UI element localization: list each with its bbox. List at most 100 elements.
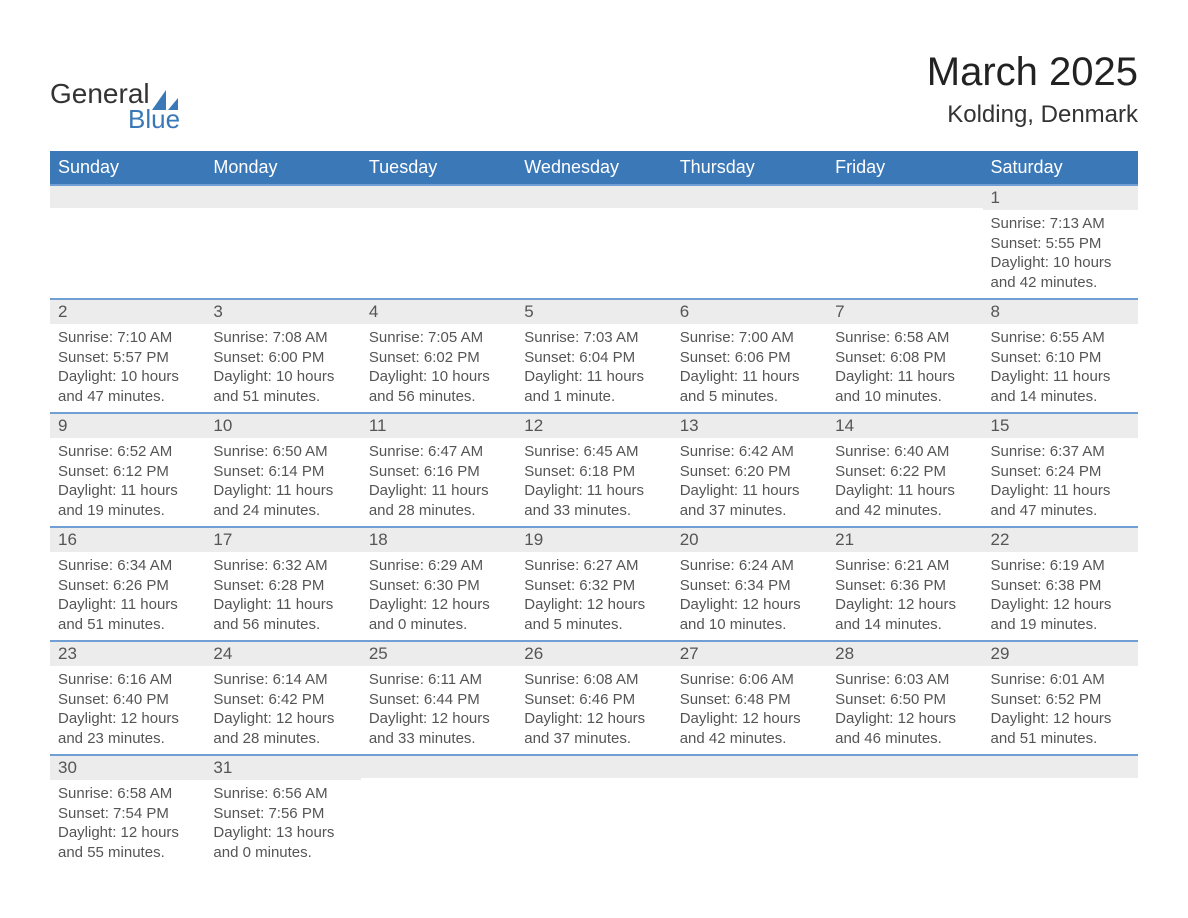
day-body: Sunrise: 6:11 AMSunset: 6:44 PMDaylight:…	[361, 666, 516, 754]
day-body: Sunrise: 6:14 AMSunset: 6:42 PMDaylight:…	[205, 666, 360, 754]
day-number-strip	[827, 184, 982, 208]
daylight-line: Daylight: 12 hours and 19 minutes.	[991, 595, 1130, 634]
day-body: Sunrise: 6:19 AMSunset: 6:38 PMDaylight:…	[983, 552, 1138, 640]
sunrise-line: Sunrise: 6:21 AM	[835, 556, 974, 576]
day-cell: 14Sunrise: 6:40 AMSunset: 6:22 PMDayligh…	[827, 412, 982, 526]
day-body: Sunrise: 6:03 AMSunset: 6:50 PMDaylight:…	[827, 666, 982, 754]
location-subtitle: Kolding, Denmark	[927, 101, 1138, 129]
day-cell: 22Sunrise: 6:19 AMSunset: 6:38 PMDayligh…	[983, 526, 1138, 640]
sunset-line: Sunset: 6:30 PM	[369, 576, 508, 596]
day-cell	[827, 754, 982, 868]
day-body: Sunrise: 6:24 AMSunset: 6:34 PMDaylight:…	[672, 552, 827, 640]
day-cell: 5Sunrise: 7:03 AMSunset: 6:04 PMDaylight…	[516, 298, 671, 412]
sunrise-line: Sunrise: 7:03 AM	[524, 328, 663, 348]
daylight-line: Daylight: 12 hours and 10 minutes.	[680, 595, 819, 634]
day-body: Sunrise: 6:29 AMSunset: 6:30 PMDaylight:…	[361, 552, 516, 640]
sunrise-line: Sunrise: 6:37 AM	[991, 442, 1130, 462]
daylight-line: Daylight: 12 hours and 46 minutes.	[835, 709, 974, 748]
day-body	[827, 778, 982, 856]
week-row: 23Sunrise: 6:16 AMSunset: 6:40 PMDayligh…	[50, 640, 1138, 754]
day-number: 17	[205, 526, 360, 552]
daylight-line: Daylight: 12 hours and 51 minutes.	[991, 709, 1130, 748]
sunrise-line: Sunrise: 6:50 AM	[213, 442, 352, 462]
sunset-line: Sunset: 6:24 PM	[991, 462, 1130, 482]
week-row: 1Sunrise: 7:13 AMSunset: 5:55 PMDaylight…	[50, 183, 1138, 298]
day-cell	[516, 754, 671, 868]
day-cell	[516, 183, 671, 298]
sunset-line: Sunset: 6:40 PM	[58, 690, 197, 710]
dow-tuesday: Tuesday	[361, 152, 516, 183]
day-body: Sunrise: 6:16 AMSunset: 6:40 PMDaylight:…	[50, 666, 205, 754]
sunset-line: Sunset: 6:06 PM	[680, 348, 819, 368]
title-block: March 2025 Kolding, Denmark	[927, 50, 1138, 129]
sunrise-line: Sunrise: 7:10 AM	[58, 328, 197, 348]
day-number: 31	[205, 754, 360, 780]
day-number: 11	[361, 412, 516, 438]
day-cell: 12Sunrise: 6:45 AMSunset: 6:18 PMDayligh…	[516, 412, 671, 526]
day-cell: 4Sunrise: 7:05 AMSunset: 6:02 PMDaylight…	[361, 298, 516, 412]
day-cell: 15Sunrise: 6:37 AMSunset: 6:24 PMDayligh…	[983, 412, 1138, 526]
sunrise-line: Sunrise: 6:52 AM	[58, 442, 197, 462]
day-number: 8	[983, 298, 1138, 324]
daylight-line: Daylight: 11 hours and 37 minutes.	[680, 481, 819, 520]
day-number-strip	[516, 754, 671, 778]
day-body: Sunrise: 6:34 AMSunset: 6:26 PMDaylight:…	[50, 552, 205, 640]
day-body: Sunrise: 6:27 AMSunset: 6:32 PMDaylight:…	[516, 552, 671, 640]
daylight-line: Daylight: 12 hours and 42 minutes.	[680, 709, 819, 748]
day-body: Sunrise: 6:08 AMSunset: 6:46 PMDaylight:…	[516, 666, 671, 754]
day-number-strip	[361, 754, 516, 778]
sunrise-line: Sunrise: 7:08 AM	[213, 328, 352, 348]
day-number: 12	[516, 412, 671, 438]
day-number-strip	[50, 184, 205, 208]
sunrise-line: Sunrise: 6:01 AM	[991, 670, 1130, 690]
sunrise-line: Sunrise: 6:47 AM	[369, 442, 508, 462]
sunset-line: Sunset: 6:16 PM	[369, 462, 508, 482]
daylight-line: Daylight: 11 hours and 5 minutes.	[680, 367, 819, 406]
daylight-line: Daylight: 11 hours and 33 minutes.	[524, 481, 663, 520]
sunset-line: Sunset: 6:20 PM	[680, 462, 819, 482]
day-number: 3	[205, 298, 360, 324]
day-cell: 19Sunrise: 6:27 AMSunset: 6:32 PMDayligh…	[516, 526, 671, 640]
day-cell	[983, 754, 1138, 868]
day-body: Sunrise: 6:50 AMSunset: 6:14 PMDaylight:…	[205, 438, 360, 526]
day-number: 14	[827, 412, 982, 438]
day-number: 23	[50, 640, 205, 666]
sunrise-line: Sunrise: 6:32 AM	[213, 556, 352, 576]
dow-sunday: Sunday	[50, 152, 205, 183]
day-number-strip	[672, 754, 827, 778]
daylight-line: Daylight: 12 hours and 5 minutes.	[524, 595, 663, 634]
sunset-line: Sunset: 6:28 PM	[213, 576, 352, 596]
sunset-line: Sunset: 6:52 PM	[991, 690, 1130, 710]
week-row: 16Sunrise: 6:34 AMSunset: 6:26 PMDayligh…	[50, 526, 1138, 640]
sunrise-line: Sunrise: 6:45 AM	[524, 442, 663, 462]
sunset-line: Sunset: 6:04 PM	[524, 348, 663, 368]
sunset-line: Sunset: 6:50 PM	[835, 690, 974, 710]
day-body: Sunrise: 6:01 AMSunset: 6:52 PMDaylight:…	[983, 666, 1138, 754]
day-cell: 25Sunrise: 6:11 AMSunset: 6:44 PMDayligh…	[361, 640, 516, 754]
sunrise-line: Sunrise: 6:40 AM	[835, 442, 974, 462]
day-number: 4	[361, 298, 516, 324]
day-cell: 18Sunrise: 6:29 AMSunset: 6:30 PMDayligh…	[361, 526, 516, 640]
day-number: 1	[983, 184, 1138, 210]
day-body: Sunrise: 6:40 AMSunset: 6:22 PMDaylight:…	[827, 438, 982, 526]
sunrise-line: Sunrise: 6:42 AM	[680, 442, 819, 462]
sunset-line: Sunset: 6:02 PM	[369, 348, 508, 368]
day-cell	[205, 183, 360, 298]
day-number: 26	[516, 640, 671, 666]
day-number-strip	[672, 184, 827, 208]
day-number: 30	[50, 754, 205, 780]
day-number: 22	[983, 526, 1138, 552]
sunset-line: Sunset: 6:42 PM	[213, 690, 352, 710]
day-body	[672, 208, 827, 286]
day-cell	[50, 183, 205, 298]
daylight-line: Daylight: 10 hours and 47 minutes.	[58, 367, 197, 406]
day-body	[827, 208, 982, 286]
day-cell	[672, 754, 827, 868]
day-number: 20	[672, 526, 827, 552]
day-body: Sunrise: 7:08 AMSunset: 6:00 PMDaylight:…	[205, 324, 360, 412]
sunrise-line: Sunrise: 6:55 AM	[991, 328, 1130, 348]
day-number: 6	[672, 298, 827, 324]
daylight-line: Daylight: 11 hours and 19 minutes.	[58, 481, 197, 520]
sunset-line: Sunset: 6:48 PM	[680, 690, 819, 710]
daylight-line: Daylight: 11 hours and 51 minutes.	[58, 595, 197, 634]
